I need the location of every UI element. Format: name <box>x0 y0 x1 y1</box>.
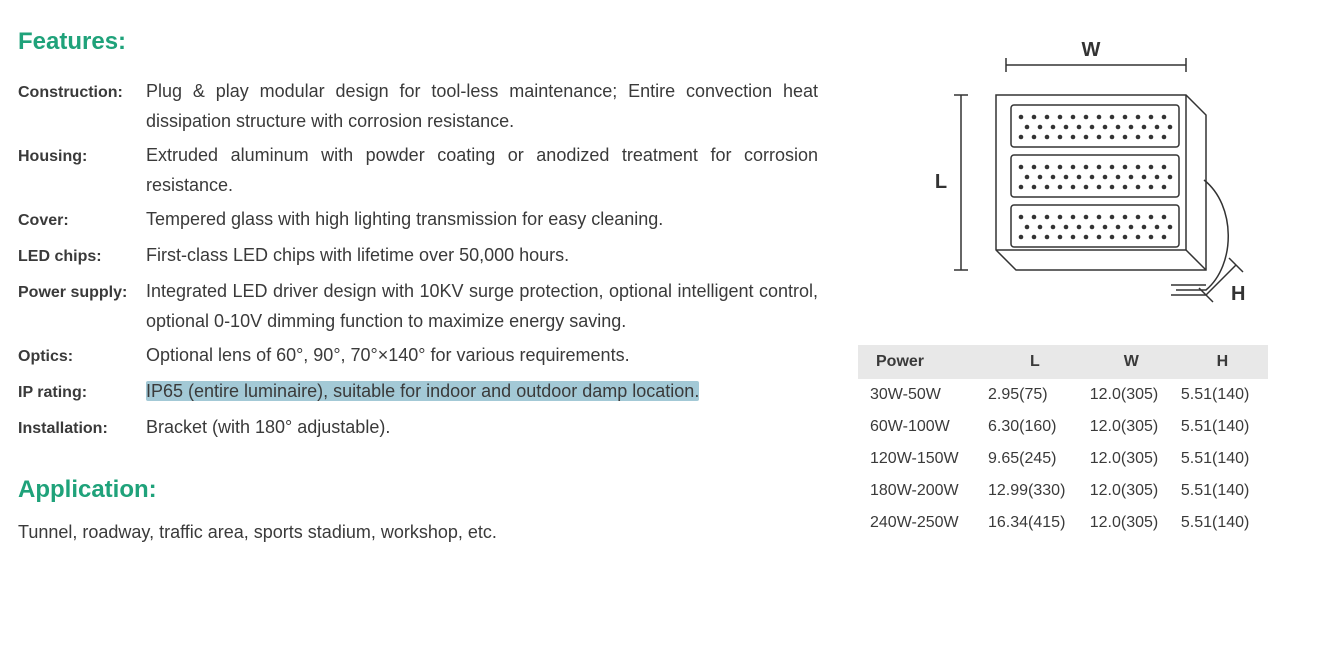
table-cell: 60W-100W <box>858 411 984 443</box>
table-cell: 12.0(305) <box>1086 507 1177 539</box>
feature-value: Bracket (with 180° adjustable). <box>146 410 818 446</box>
feature-row: Installation: Bracket (with 180° adjusta… <box>18 410 818 446</box>
feature-row: Housing: Extruded aluminum with powder c… <box>18 138 818 202</box>
table-cell: 12.99(330) <box>984 475 1086 507</box>
table-cell: 5.51(140) <box>1177 411 1268 443</box>
right-column: W L H Power L W H 30W-50W2.95(75)12.0(30… <box>818 20 1304 633</box>
table-row: 30W-50W2.95(75)12.0(305)5.51(140) <box>858 379 1268 411</box>
table-cell: 12.0(305) <box>1086 411 1177 443</box>
table-row: 180W-200W12.99(330)12.0(305)5.51(140) <box>858 475 1268 507</box>
table-cell: 12.0(305) <box>1086 475 1177 507</box>
spec-col-l: L <box>984 345 1086 379</box>
table-row: 60W-100W6.30(160)12.0(305)5.51(140) <box>858 411 1268 443</box>
diagram-label-h: H <box>1231 283 1245 305</box>
feature-row: IP rating: IP65 (entire luminaire), suit… <box>18 374 818 410</box>
feature-value: Tempered glass with high lighting transm… <box>146 202 818 238</box>
feature-key: LED chips: <box>18 238 146 274</box>
feature-value: First-class LED chips with lifetime over… <box>146 238 818 274</box>
diagram-label-w: W <box>1082 40 1101 61</box>
feature-key: Construction: <box>18 74 146 138</box>
table-cell: 5.51(140) <box>1177 507 1268 539</box>
table-cell: 16.34(415) <box>984 507 1086 539</box>
spec-col-h: H <box>1177 345 1268 379</box>
table-cell: 30W-50W <box>858 379 984 411</box>
feature-value: IP65 (entire luminaire), suitable for in… <box>146 374 818 410</box>
feature-value: Extruded aluminum with powder coating or… <box>146 138 818 202</box>
table-cell: 180W-200W <box>858 475 984 507</box>
feature-value: Integrated LED driver design with 10KV s… <box>146 274 818 338</box>
feature-row: Construction: Plug & play modular design… <box>18 74 818 138</box>
spec-col-power: Power <box>858 345 984 379</box>
feature-row: LED chips: First-class LED chips with li… <box>18 238 818 274</box>
table-row: 240W-250W16.34(415)12.0(305)5.51(140) <box>858 507 1268 539</box>
feature-key: IP rating: <box>18 374 146 410</box>
highlighted-text: IP65 (entire luminaire), suitable for in… <box>146 381 699 401</box>
feature-value: Plug & play modular design for tool-less… <box>146 74 818 138</box>
spec-col-w: W <box>1086 345 1177 379</box>
diagram-svg: W L H <box>906 40 1246 320</box>
spec-table: Power L W H 30W-50W2.95(75)12.0(305)5.51… <box>858 345 1268 539</box>
features-list: Construction: Plug & play modular design… <box>18 74 818 446</box>
table-cell: 5.51(140) <box>1177 379 1268 411</box>
application-heading: Application: <box>18 476 818 504</box>
feature-key: Housing: <box>18 138 146 202</box>
feature-value: Optional lens of 60°, 90°, 70°×140° for … <box>146 338 818 374</box>
diagram-label-l: L <box>935 171 947 193</box>
feature-key: Installation: <box>18 410 146 446</box>
feature-row: Cover: Tempered glass with high lighting… <box>18 202 818 238</box>
features-heading: Features: <box>18 28 818 56</box>
dimension-diagram: W L H <box>906 40 1246 320</box>
feature-key: Power supply: <box>18 274 146 338</box>
table-cell: 12.0(305) <box>1086 379 1177 411</box>
table-cell: 6.30(160) <box>984 411 1086 443</box>
table-cell: 120W-150W <box>858 443 984 475</box>
table-cell: 2.95(75) <box>984 379 1086 411</box>
spec-table-head: Power L W H <box>858 345 1268 379</box>
table-cell: 240W-250W <box>858 507 984 539</box>
table-cell: 12.0(305) <box>1086 443 1177 475</box>
table-cell: 9.65(245) <box>984 443 1086 475</box>
application-text: Tunnel, roadway, traffic area, sports st… <box>18 522 818 543</box>
spec-table-body: 30W-50W2.95(75)12.0(305)5.51(140)60W-100… <box>858 379 1268 539</box>
feature-row: Power supply: Integrated LED driver desi… <box>18 274 818 338</box>
left-column: Features: Construction: Plug & play modu… <box>18 20 818 633</box>
table-row: 120W-150W9.65(245)12.0(305)5.51(140) <box>858 443 1268 475</box>
page: Features: Construction: Plug & play modu… <box>0 0 1322 653</box>
feature-row: Optics: Optional lens of 60°, 90°, 70°×1… <box>18 338 818 374</box>
feature-key: Optics: <box>18 338 146 374</box>
table-cell: 5.51(140) <box>1177 475 1268 507</box>
feature-key: Cover: <box>18 202 146 238</box>
table-cell: 5.51(140) <box>1177 443 1268 475</box>
